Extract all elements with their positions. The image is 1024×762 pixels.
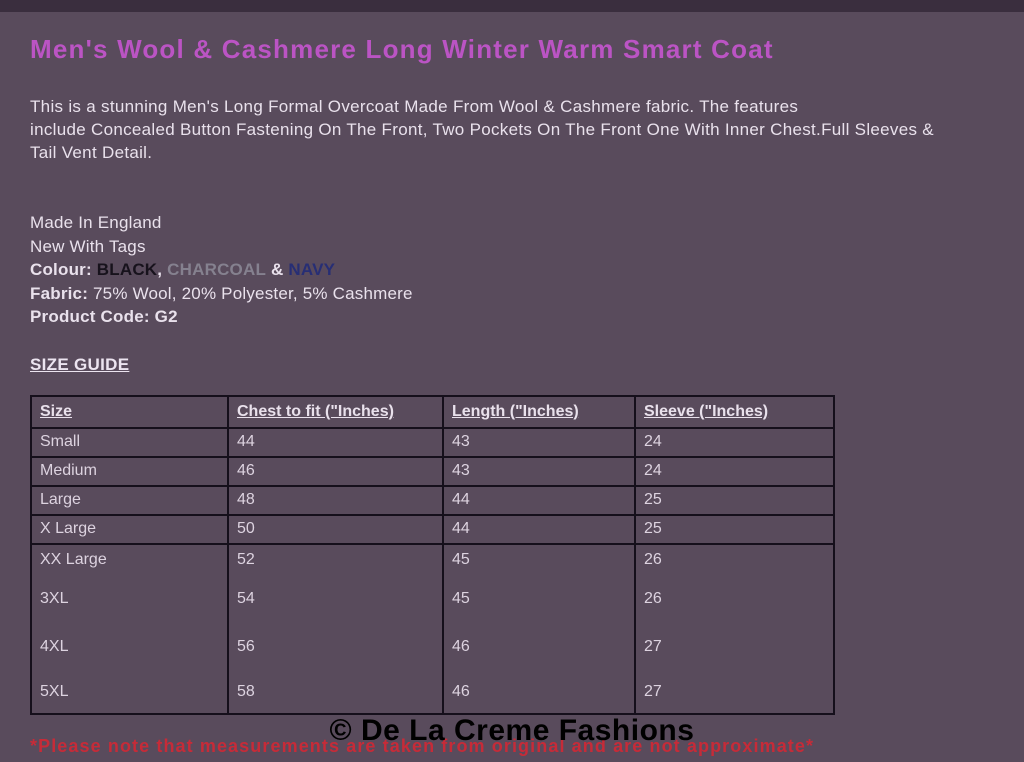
condition-line: New With Tags	[30, 236, 146, 256]
length-cell: 43	[442, 455, 636, 487]
table-row: Medium 46 43 24	[30, 455, 835, 487]
product-details: Made In England New With Tags Colour: BL…	[30, 211, 1010, 329]
chest-cell: 48	[227, 484, 444, 516]
watermark: © De La Creme Fashions	[329, 714, 695, 747]
fabric-label: Fabric:	[30, 283, 89, 303]
sleeve-cell: 24	[634, 455, 835, 487]
size-cell: 4XL	[30, 622, 229, 671]
fabric-value: 75% Wool, 20% Polyester, 5% Cashmere	[93, 283, 413, 303]
description-line: This is a stunning Men's Long Formal Ove…	[30, 97, 799, 116]
length-cell: 44	[442, 484, 636, 516]
chest-column-header: Chest to fit ("Inches)	[227, 394, 444, 429]
length-column-header: Length ("Inches)	[442, 394, 636, 429]
description-line: Tail Vent Detail.	[30, 143, 153, 162]
length-cell: 45	[442, 542, 636, 575]
top-bar	[0, 0, 1024, 12]
chest-cell: 58	[227, 670, 444, 715]
size-cell: 5XL	[30, 670, 229, 715]
chest-cell: 44	[227, 426, 444, 458]
size-column-header: Size	[30, 394, 229, 429]
sleeve-column-header: Sleeve ("Inches)	[634, 394, 835, 429]
table-row: Small 44 43 24	[30, 426, 835, 458]
chest-cell: 50	[227, 513, 444, 545]
chest-cell: 54	[227, 574, 444, 623]
length-cell: 44	[442, 513, 636, 545]
size-guide-heading: SIZE GUIDE	[30, 354, 130, 374]
sleeve-cell: 27	[634, 670, 835, 715]
listing-content: Men's Wool & Cashmere Long Winter Warm S…	[0, 36, 1024, 715]
colour-label: Colour:	[30, 260, 92, 279]
description-line: include Concealed Button Fastening On Th…	[30, 120, 934, 139]
product-code-line: Product Code: G2	[30, 305, 1010, 329]
product-code-label: Product Code:	[30, 307, 150, 326]
table-row: X Large 50 44 25	[30, 513, 835, 545]
chest-cell: 46	[227, 455, 444, 487]
size-cell: 3XL	[30, 574, 229, 623]
length-cell: 45	[442, 574, 636, 623]
sleeve-cell: 26	[634, 542, 835, 575]
size-cell: Small	[30, 426, 229, 458]
length-cell: 46	[442, 622, 636, 671]
size-cell: X Large	[30, 513, 229, 545]
length-cell: 46	[442, 670, 636, 715]
size-table: Size Chest to fit ("Inches) Length ("Inc…	[30, 394, 835, 715]
size-table-header-row: Size Chest to fit ("Inches) Length ("Inc…	[30, 394, 835, 429]
chest-cell: 52	[227, 542, 444, 575]
fabric-line: Fabric: 75% Wool, 20% Polyester, 5% Cash…	[30, 282, 1010, 306]
table-row: 3XL 54 45 26	[30, 574, 835, 623]
table-row: 4XL 56 46 27	[30, 622, 835, 671]
measurement-note: *Please note that measurements are taken…	[30, 736, 815, 756]
sleeve-cell: 27	[634, 622, 835, 671]
table-row: Large 48 44 25	[30, 484, 835, 516]
colour-ampersand: &	[270, 260, 284, 279]
page-title: Men's Wool & Cashmere Long Winter Warm S…	[30, 34, 774, 64]
size-cell: Medium	[30, 455, 229, 487]
chest-cell: 56	[227, 622, 444, 671]
size-cell: XX Large	[30, 542, 229, 575]
table-row: XX Large 52 45 26	[30, 542, 835, 575]
colour-value-charcoal: CHARCOAL	[167, 260, 267, 279]
colour-line: Colour: BLACK, CHARCOAL & NAVY	[30, 258, 1010, 282]
sleeve-cell: 25	[634, 484, 835, 516]
product-description: This is a stunning Men's Long Formal Ove…	[30, 95, 1010, 164]
sleeve-cell: 25	[634, 513, 835, 545]
made-in-line: Made In England	[30, 213, 162, 232]
size-cell: Large	[30, 484, 229, 516]
length-cell: 43	[442, 426, 636, 458]
sleeve-cell: 26	[634, 574, 835, 623]
colour-separator: ,	[157, 260, 163, 279]
sleeve-cell: 24	[634, 426, 835, 458]
colour-value-navy: NAVY	[288, 260, 336, 279]
table-row: 5XL 58 46 27	[30, 670, 835, 715]
product-code-value: G2	[154, 307, 178, 326]
colour-value-black: BLACK	[96, 260, 158, 279]
